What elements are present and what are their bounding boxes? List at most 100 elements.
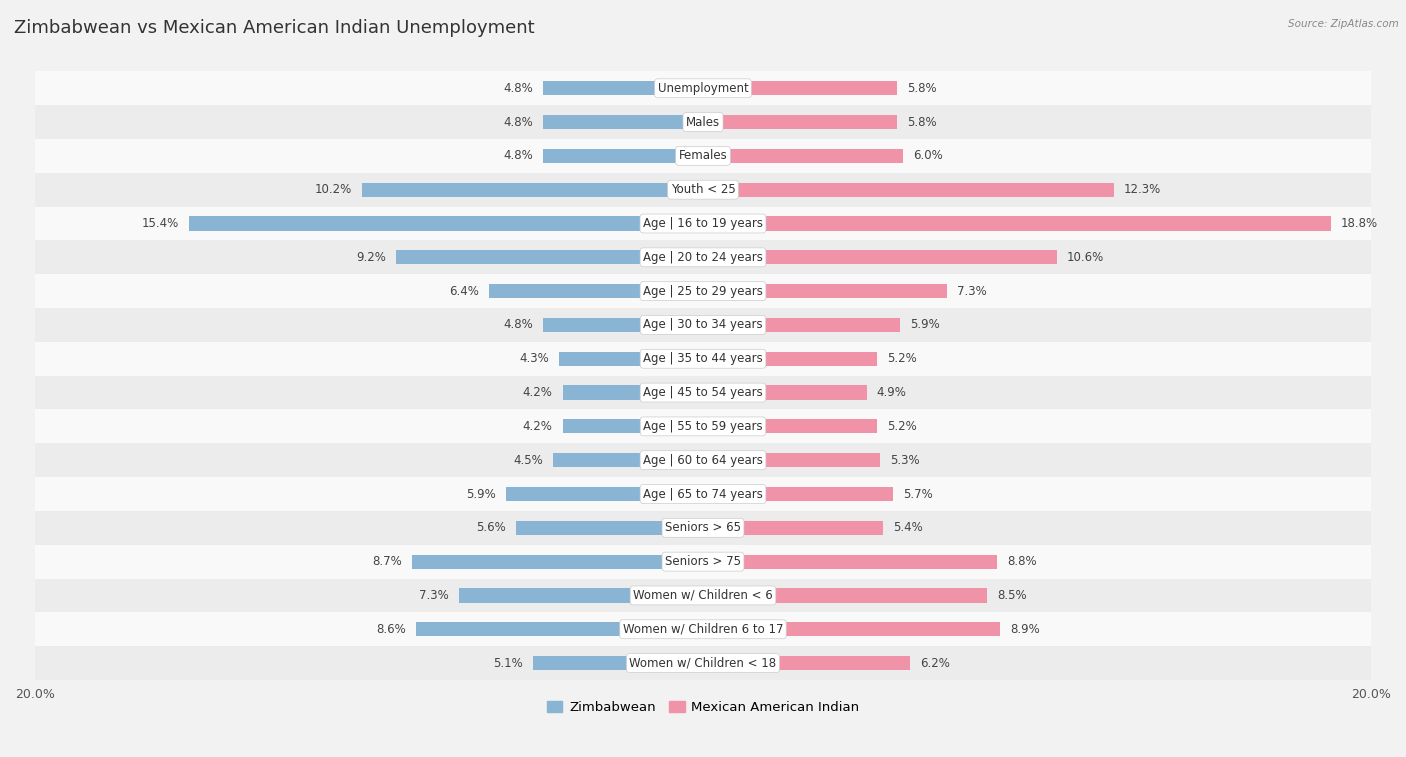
Bar — [703, 284, 946, 298]
Bar — [35, 241, 1371, 274]
Text: 18.8%: 18.8% — [1341, 217, 1378, 230]
Bar — [460, 588, 703, 603]
Text: 7.3%: 7.3% — [957, 285, 987, 298]
Text: Age | 65 to 74 years: Age | 65 to 74 years — [643, 488, 763, 500]
Bar — [363, 182, 703, 197]
Text: 15.4%: 15.4% — [142, 217, 179, 230]
Bar — [703, 385, 866, 400]
Bar — [543, 318, 703, 332]
Bar — [35, 139, 1371, 173]
Bar — [543, 149, 703, 163]
Bar — [516, 521, 703, 535]
Text: Zimbabwean vs Mexican American Indian Unemployment: Zimbabwean vs Mexican American Indian Un… — [14, 19, 534, 37]
Text: 8.9%: 8.9% — [1011, 623, 1040, 636]
Text: Age | 16 to 19 years: Age | 16 to 19 years — [643, 217, 763, 230]
Text: 6.0%: 6.0% — [914, 149, 943, 163]
Bar — [416, 622, 703, 637]
Bar — [703, 555, 997, 569]
Bar — [703, 521, 883, 535]
Bar — [703, 352, 877, 366]
Bar — [703, 419, 877, 434]
Text: 12.3%: 12.3% — [1123, 183, 1161, 196]
Text: Age | 35 to 44 years: Age | 35 to 44 years — [643, 352, 763, 366]
Bar — [35, 71, 1371, 105]
Legend: Zimbabwean, Mexican American Indian: Zimbabwean, Mexican American Indian — [547, 701, 859, 714]
Text: 8.8%: 8.8% — [1007, 555, 1036, 568]
Text: 5.8%: 5.8% — [907, 116, 936, 129]
Text: Women w/ Children < 6: Women w/ Children < 6 — [633, 589, 773, 602]
Bar — [562, 419, 703, 434]
Bar — [543, 81, 703, 95]
Bar — [35, 105, 1371, 139]
Text: 8.6%: 8.6% — [375, 623, 406, 636]
Bar — [489, 284, 703, 298]
Bar — [703, 318, 900, 332]
Text: 4.8%: 4.8% — [503, 82, 533, 95]
Text: Age | 55 to 59 years: Age | 55 to 59 years — [643, 420, 763, 433]
Bar — [560, 352, 703, 366]
Text: 5.1%: 5.1% — [494, 656, 523, 669]
Bar — [188, 217, 703, 231]
Text: Age | 25 to 29 years: Age | 25 to 29 years — [643, 285, 763, 298]
Bar — [703, 217, 1331, 231]
Bar — [543, 115, 703, 129]
Bar — [35, 511, 1371, 545]
Bar — [35, 545, 1371, 578]
Bar — [703, 251, 1057, 264]
Text: Age | 30 to 34 years: Age | 30 to 34 years — [643, 319, 763, 332]
Text: 5.4%: 5.4% — [893, 522, 924, 534]
Text: 5.3%: 5.3% — [890, 453, 920, 467]
Bar — [553, 453, 703, 467]
Text: 6.4%: 6.4% — [450, 285, 479, 298]
Bar — [506, 487, 703, 501]
Text: Youth < 25: Youth < 25 — [671, 183, 735, 196]
Bar — [35, 410, 1371, 444]
Text: Age | 45 to 54 years: Age | 45 to 54 years — [643, 386, 763, 399]
Text: 6.2%: 6.2% — [920, 656, 950, 669]
Text: Women w/ Children < 18: Women w/ Children < 18 — [630, 656, 776, 669]
Text: 4.3%: 4.3% — [520, 352, 550, 366]
Text: 5.7%: 5.7% — [904, 488, 934, 500]
Bar — [35, 207, 1371, 241]
Bar — [412, 555, 703, 569]
Text: 10.2%: 10.2% — [315, 183, 353, 196]
Bar — [703, 656, 910, 670]
Text: 8.7%: 8.7% — [373, 555, 402, 568]
Text: 7.3%: 7.3% — [419, 589, 449, 602]
Bar — [703, 622, 1000, 637]
Bar — [35, 375, 1371, 410]
Text: 4.9%: 4.9% — [877, 386, 907, 399]
Bar — [35, 646, 1371, 680]
Text: Age | 60 to 64 years: Age | 60 to 64 years — [643, 453, 763, 467]
Bar — [35, 612, 1371, 646]
Bar — [35, 477, 1371, 511]
Text: 5.2%: 5.2% — [887, 352, 917, 366]
Bar — [35, 342, 1371, 375]
Text: 4.8%: 4.8% — [503, 319, 533, 332]
Bar — [703, 81, 897, 95]
Bar — [35, 578, 1371, 612]
Text: Seniors > 65: Seniors > 65 — [665, 522, 741, 534]
Bar — [703, 149, 904, 163]
Text: 5.9%: 5.9% — [467, 488, 496, 500]
Bar — [395, 251, 703, 264]
Text: 9.2%: 9.2% — [356, 251, 385, 264]
Bar — [35, 173, 1371, 207]
Bar — [703, 115, 897, 129]
Text: 5.2%: 5.2% — [887, 420, 917, 433]
Text: 5.8%: 5.8% — [907, 82, 936, 95]
Text: 5.6%: 5.6% — [477, 522, 506, 534]
Bar — [35, 308, 1371, 342]
Text: Unemployment: Unemployment — [658, 82, 748, 95]
Bar — [703, 182, 1114, 197]
Bar — [533, 656, 703, 670]
Bar — [703, 588, 987, 603]
Text: Females: Females — [679, 149, 727, 163]
Bar — [703, 487, 893, 501]
Text: 4.5%: 4.5% — [513, 453, 543, 467]
Text: Source: ZipAtlas.com: Source: ZipAtlas.com — [1288, 19, 1399, 29]
Bar — [562, 385, 703, 400]
Text: 5.9%: 5.9% — [910, 319, 939, 332]
Text: 10.6%: 10.6% — [1067, 251, 1104, 264]
Text: 4.2%: 4.2% — [523, 386, 553, 399]
